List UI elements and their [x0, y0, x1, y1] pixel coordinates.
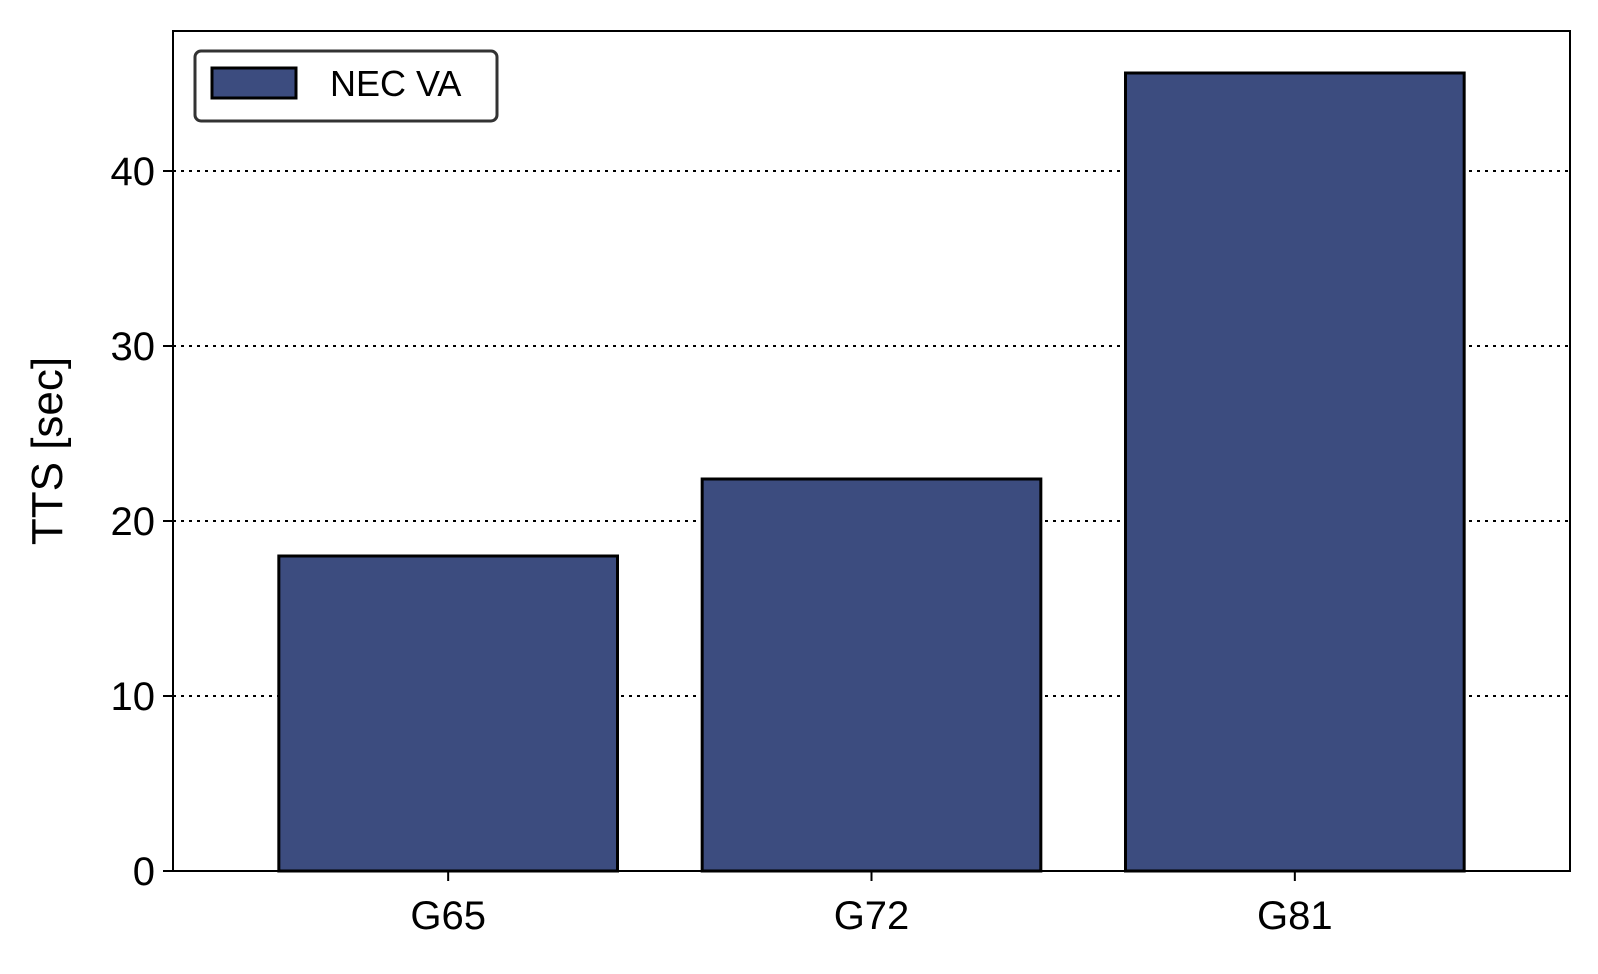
legend-swatch: [210, 66, 298, 100]
bar-G65: [277, 554, 619, 873]
legend-label: NEC VA: [330, 63, 461, 104]
x-tick-label-G72: G72: [834, 894, 910, 938]
bar-G72: [700, 477, 1043, 873]
bars: [277, 71, 1466, 873]
x-tick-label-G81: G81: [1257, 894, 1333, 938]
x-tick-label-G65: G65: [410, 894, 486, 938]
bar-G81: [1124, 71, 1466, 873]
y-tick-label-30: 30: [111, 325, 156, 369]
y-tick-label-40: 40: [111, 150, 156, 194]
y-axis-label: TTS [sec]: [23, 357, 72, 545]
x-axis-ticks: G65 G72 G81: [410, 871, 1333, 938]
y-tick-label-10: 10: [111, 675, 156, 719]
y-tick-label-20: 20: [111, 500, 156, 544]
y-tick-label-0: 0: [133, 850, 155, 894]
legend: NEC VA: [193, 49, 499, 123]
y-axis-ticks: 0 10 20 30 40: [111, 150, 173, 894]
